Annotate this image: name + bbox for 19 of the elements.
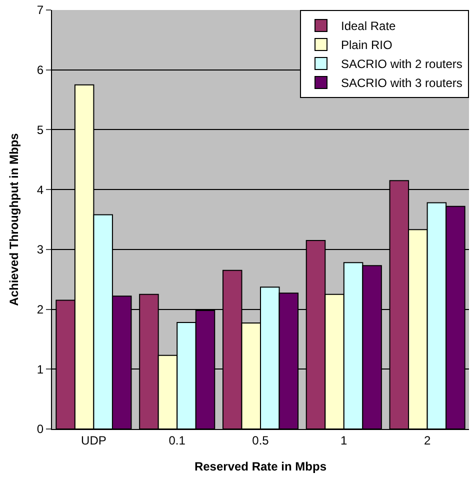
legend-label: Ideal Rate — [341, 19, 396, 34]
x-tick-label: 2 — [424, 433, 431, 448]
x-tick-label: 0.5 — [252, 433, 270, 448]
legend-label: Plain RIO — [341, 38, 392, 52]
legend-label: SACRIO with 3 routers — [341, 76, 462, 90]
y-axis-title: Achieved Throughput in Mbps — [7, 132, 22, 306]
y-tick-label: 7 — [36, 3, 44, 18]
x-tick-label: 0.1 — [168, 433, 186, 448]
x-axis-title: Reserved Rate in Mbps — [194, 459, 327, 474]
x-tick-label: UDP — [81, 433, 106, 448]
x-tick-label: 1 — [340, 433, 348, 448]
y-tick-label: 1 — [36, 362, 44, 376]
y-tick-label: 3 — [36, 242, 44, 257]
legend-label: SACRIO with 2 routers — [341, 57, 462, 72]
y-tick-label: 5 — [36, 122, 44, 137]
y-tick-label: 6 — [36, 63, 44, 78]
y-tick-label: 0 — [36, 422, 44, 436]
y-tick-label: 4 — [36, 182, 44, 197]
y-tick-label: 2 — [36, 302, 44, 316]
